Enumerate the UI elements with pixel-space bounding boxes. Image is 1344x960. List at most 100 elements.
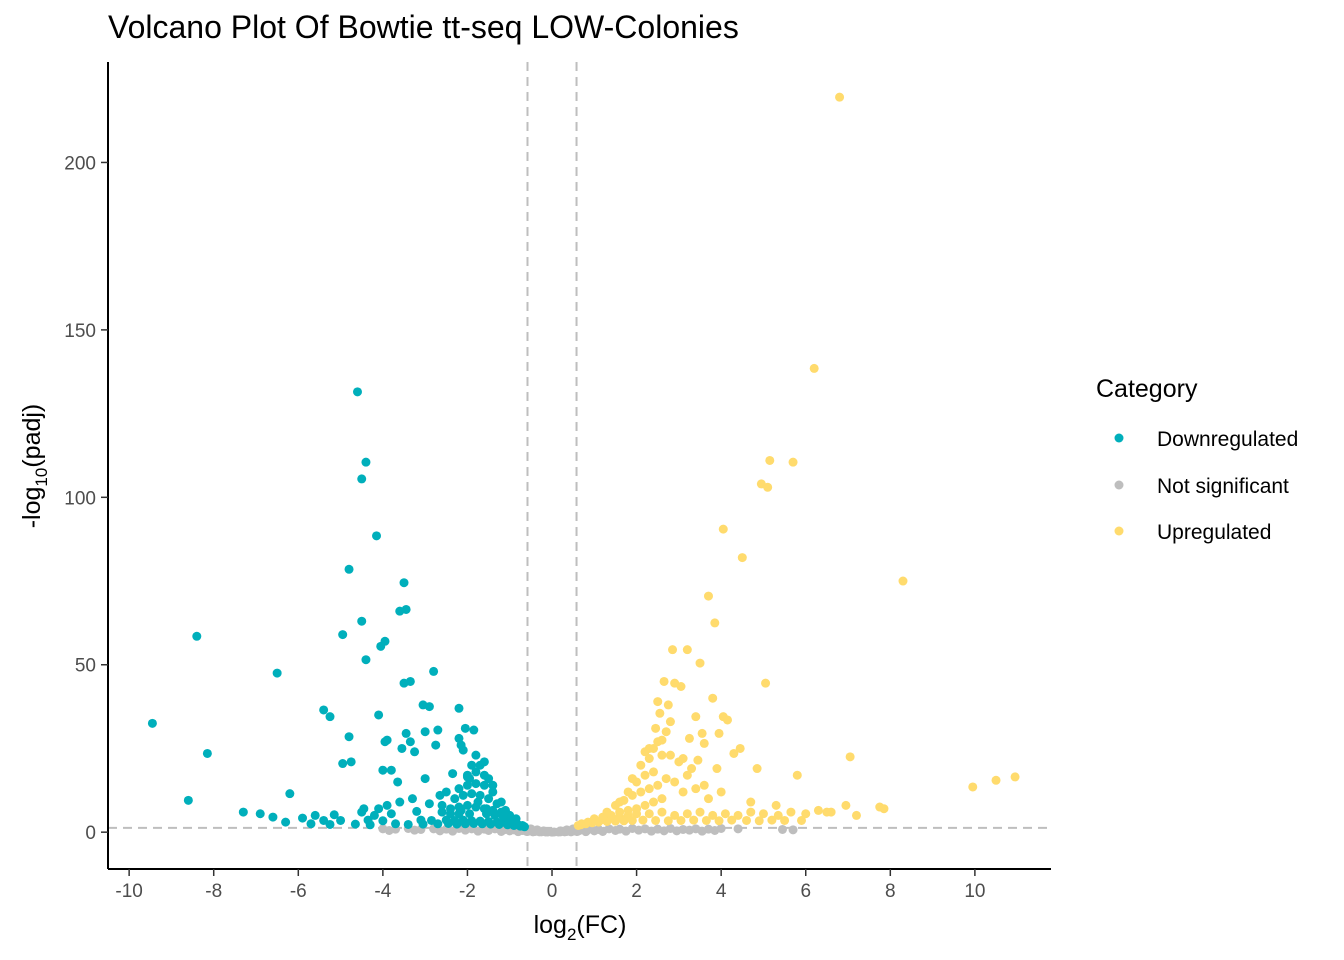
x-tick-label: -2 [459, 881, 476, 902]
point-downregulated [281, 817, 291, 827]
point-downregulated [147, 718, 157, 728]
point-downregulated [319, 705, 329, 715]
point-downregulated [420, 727, 430, 737]
point-downregulated [285, 789, 295, 799]
point-downregulated [460, 819, 470, 829]
legend-label-upregulated: Upregulated [1157, 521, 1271, 544]
point-upregulated [627, 815, 637, 825]
point-not-significant [473, 826, 483, 836]
point-upregulated [708, 810, 718, 820]
point-upregulated [682, 809, 692, 819]
point-upregulated [651, 815, 661, 825]
point-downregulated [329, 810, 339, 820]
point-upregulated [640, 747, 650, 757]
point-downregulated [469, 725, 479, 735]
point-upregulated [714, 816, 724, 826]
point-downregulated [395, 797, 405, 807]
point-downregulated [386, 809, 396, 819]
point-downregulated [456, 805, 466, 815]
point-downregulated [443, 818, 453, 828]
point-downregulated [437, 800, 447, 810]
point-downregulated [361, 655, 371, 665]
point-downregulated [420, 774, 430, 784]
point-upregulated [761, 678, 771, 688]
point-upregulated [773, 810, 783, 820]
point-downregulated [467, 789, 477, 799]
point-downregulated [412, 806, 422, 816]
point-not-significant [621, 826, 631, 836]
y-tick-label: 50 [75, 656, 96, 677]
point-downregulated [488, 787, 498, 797]
point-upregulated [813, 805, 823, 815]
point-downregulated [338, 759, 348, 769]
point-downregulated [255, 809, 265, 819]
threshold-lines [108, 62, 1051, 869]
point-downregulated [479, 757, 489, 767]
y-axis-ticks: 0 50 100 150 200 [64, 153, 108, 844]
point-not-significant [460, 825, 470, 835]
point-upregulated [771, 800, 781, 810]
x-axis-title: log2(FC) [534, 911, 627, 944]
point-downregulated [386, 765, 396, 775]
point-upregulated [742, 815, 752, 825]
x-tick-label: -6 [290, 881, 307, 902]
point-not-significant [697, 826, 707, 836]
legend-label-not-significant: Not significant [1157, 475, 1289, 498]
point-downregulated [488, 780, 498, 790]
point-downregulated [494, 819, 504, 829]
point-downregulated [479, 780, 489, 790]
point-upregulated [636, 787, 646, 797]
point-upregulated [968, 782, 978, 792]
point-upregulated [684, 733, 694, 743]
point-upregulated [655, 708, 665, 718]
point-downregulated [498, 812, 508, 822]
point-upregulated [651, 723, 661, 733]
point-upregulated [615, 807, 625, 817]
point-upregulated [841, 800, 851, 810]
point-upregulated [640, 800, 650, 810]
point-upregulated [668, 645, 678, 655]
point-upregulated [644, 753, 654, 763]
point-downregulated [481, 804, 491, 814]
point-upregulated [767, 815, 777, 825]
point-not-significant [598, 826, 608, 836]
point-downregulated [202, 748, 212, 758]
point-upregulated [851, 810, 861, 820]
point-downregulated [433, 725, 443, 735]
point-downregulated [344, 564, 354, 574]
point-not-significant [684, 825, 694, 835]
point-downregulated [372, 531, 382, 541]
point-upregulated [649, 743, 659, 753]
point-downregulated [374, 804, 384, 814]
point-upregulated [636, 760, 646, 770]
x-axis-title-base: log [534, 911, 567, 939]
y-tick-label: 0 [85, 823, 96, 844]
x-tick-label: 0 [547, 881, 558, 902]
point-upregulated [619, 816, 629, 826]
point-upregulated [723, 715, 733, 725]
point-downregulated [405, 737, 415, 747]
x-axis-ticks: -10 -8 -6 -4 -2 0 2 4 6 8 10 [115, 869, 985, 902]
point-downregulated [446, 804, 456, 814]
point-upregulated [898, 576, 908, 586]
point-upregulated [780, 815, 790, 825]
y-axis-title-pre: -log [18, 487, 46, 529]
point-upregulated [623, 805, 633, 815]
point-downregulated [336, 815, 346, 825]
point-upregulated [879, 804, 889, 814]
point-not-significant [788, 825, 798, 835]
point-upregulated [788, 457, 798, 467]
point-downregulated [350, 819, 360, 829]
point-not-significant [589, 826, 599, 836]
data-points [147, 92, 1020, 837]
point-upregulated [737, 553, 747, 563]
legend: Category Downregulated Not significant U… [1096, 375, 1298, 544]
point-upregulated [623, 787, 633, 797]
point-upregulated [695, 807, 705, 817]
y-axis-title-subscript: 10 [32, 468, 51, 487]
point-upregulated [716, 787, 726, 797]
point-upregulated [576, 820, 586, 830]
x-tick-label: -8 [205, 881, 222, 902]
point-downregulated [357, 474, 367, 484]
point-not-significant [610, 825, 620, 835]
